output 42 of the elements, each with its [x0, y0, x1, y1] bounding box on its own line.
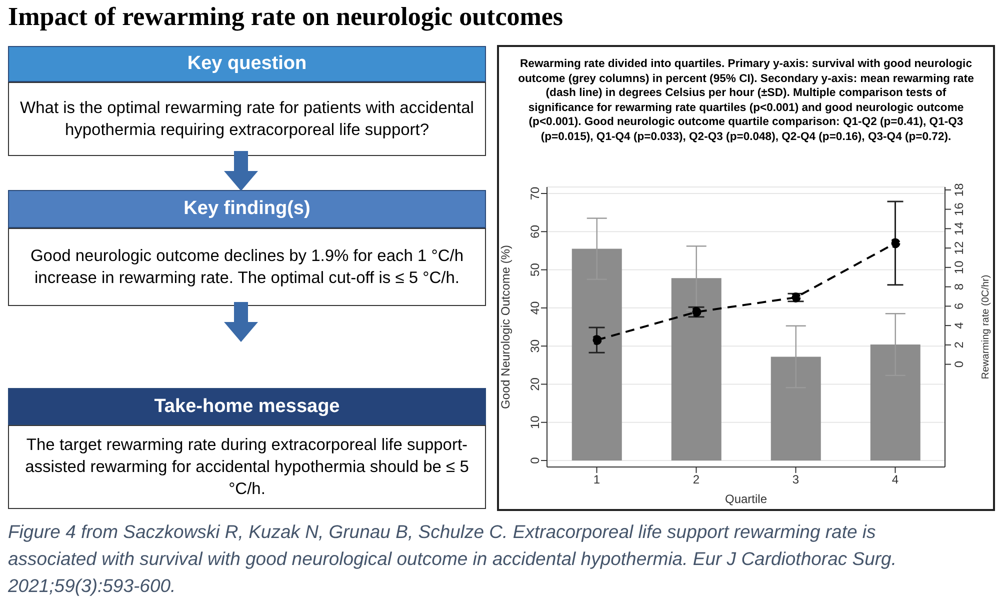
point — [592, 335, 602, 346]
y-tick-label: 10 — [528, 415, 542, 430]
y-tick-label: 60 — [528, 224, 542, 238]
point — [691, 306, 702, 317]
y2-tick-label: 4 — [952, 322, 966, 329]
y-tick-label: 0 — [528, 456, 542, 464]
text: The target rewarming rate during extracorporeal life support-assisted rewarming for accidental hypothermia should be ≤ 5 °C/h. — [8, 425, 486, 509]
point — [890, 238, 900, 248]
y2-tick-label: 12 — [952, 241, 966, 255]
y-axis-title: Good Neurologic Outcome (%) — [498, 244, 512, 410]
bar — [572, 248, 622, 461]
y2-tick-label: 14 — [952, 222, 966, 236]
y2-axis-title: Rewarming rate (0C/hr) — [980, 274, 992, 380]
y2-tick-label: 8 — [952, 283, 966, 290]
chart-title: Rewarming rate divided into quartiles. Primary y-axis: survival with good neurologic outcome (grey columns) in percent (95% CI). Secondary y-axis: mean rewarming rate (dash line) in degrees Celsius per hour (±SD). Multiple comparison tests of significance for rewarming rate quartiles (p<0.001) and good neurologic outcome (p<0.001). Good neurologic outcome quartile comparison: Q1-Q2 (p=0.41), Q1-Q3 (p=0.015), Q1-Q4 (p=0.033), Q2-Q3 (p=0.048), Q2-Q4 (p=0.16), Q3-Q4 (p=0.72). — [517, 57, 975, 144]
bar — [671, 278, 722, 461]
y-tick-label: 70 — [528, 186, 542, 200]
y2-tick-label: 18 — [952, 182, 966, 197]
x-tick-label: 2 — [692, 472, 700, 487]
text: Good neurologic outcome declines by 1.9% for each 1 °C/h increase in rewarming rate. The optimal cut-off is ≤ 5 °C/h. — [8, 228, 486, 306]
text: What is the optimal rewarming rate for patients with accidental hypothermia requiring extracorporeal life support? — [8, 82, 486, 156]
y-tick-label: 20 — [528, 377, 542, 391]
y-tick-label: 30 — [528, 339, 542, 353]
caption: Figure 4 from Saczkowski R, Kuzak N, Grunau B, Schulze C. Extracorporeal life support rewarming rate is associated with survival with good neurological outcome in accidental hypothermia. Eur J Cardiothorac Surg. 2021;59(3):593-600. — [8, 520, 898, 598]
bar — [770, 356, 821, 461]
x-tick-label: 3 — [792, 472, 800, 487]
y-tick-label: 40 — [528, 300, 542, 315]
y2-tick-label: 6 — [952, 302, 966, 310]
x-axis-title: Quartile — [724, 492, 768, 506]
x-tick-label: 1 — [593, 472, 600, 487]
point — [790, 292, 801, 302]
text: Take-home message — [8, 388, 486, 425]
bar — [870, 344, 920, 461]
y-tick-label: 50 — [528, 262, 542, 276]
text: Impact of rewarming rate on neurologic outcomes — [8, 2, 564, 32]
y2-tick-label: 2 — [952, 341, 966, 348]
x-tick-label: 4 — [892, 472, 899, 487]
text: Key finding(s) — [8, 190, 486, 228]
y2-tick-label: 10 — [952, 260, 966, 274]
y2-tick-label: 0 — [952, 360, 966, 368]
text: Key question — [8, 46, 486, 82]
y2-tick-label: 16 — [952, 202, 966, 216]
